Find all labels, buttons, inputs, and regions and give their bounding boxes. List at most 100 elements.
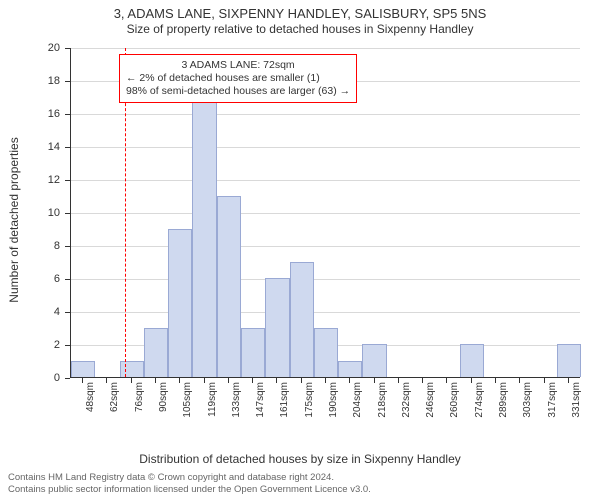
gridline-h: [71, 279, 580, 280]
y-tick-label: 16: [30, 108, 60, 120]
x-tick-mark: [252, 378, 253, 383]
footer-line-2: Contains public sector information licen…: [8, 484, 371, 496]
x-tick-label: 105sqm: [182, 382, 193, 418]
x-tick-mark: [568, 378, 569, 383]
y-tick-mark: [65, 147, 70, 148]
x-tick-label: 48sqm: [85, 382, 96, 412]
y-tick-mark: [65, 279, 70, 280]
annotation-line: ← 2% of detached houses are smaller (1): [126, 72, 350, 85]
y-tick-mark: [65, 114, 70, 115]
y-tick-label: 18: [30, 75, 60, 87]
y-tick-mark: [65, 48, 70, 49]
x-tick-mark: [82, 378, 83, 383]
y-tick-label: 20: [30, 42, 60, 54]
gridline-h: [71, 246, 580, 247]
histogram-bar: [314, 328, 338, 378]
x-tick-mark: [106, 378, 107, 383]
histogram-bar: [217, 196, 241, 378]
histogram-bar: [168, 229, 192, 378]
x-tick-label: 303sqm: [522, 382, 533, 418]
y-tick-label: 12: [30, 174, 60, 186]
histogram-bar: [265, 278, 289, 377]
y-axis-label: Number of detached properties: [7, 55, 21, 385]
x-tick-label: 133sqm: [231, 382, 242, 418]
y-tick-label: 2: [30, 339, 60, 351]
gridline-h: [71, 180, 580, 181]
chart-container: 3, ADAMS LANE, SIXPENNY HANDLEY, SALISBU…: [0, 0, 600, 500]
y-tick-mark: [65, 213, 70, 214]
x-tick-label: 62sqm: [109, 382, 120, 412]
histogram-bar: [71, 361, 95, 378]
y-tick-mark: [65, 81, 70, 82]
x-tick-mark: [349, 378, 350, 383]
x-tick-label: 218sqm: [377, 382, 388, 418]
histogram-bar: [144, 328, 168, 378]
x-tick-mark: [422, 378, 423, 383]
x-tick-label: 331sqm: [571, 382, 582, 418]
y-tick-mark: [65, 312, 70, 313]
annotation-line: 98% of semi-detached houses are larger (…: [126, 85, 350, 98]
footer-attribution: Contains HM Land Registry data © Crown c…: [8, 472, 371, 496]
y-tick-label: 8: [30, 240, 60, 252]
x-tick-mark: [471, 378, 472, 383]
y-tick-mark: [65, 345, 70, 346]
x-tick-label: 76sqm: [134, 382, 145, 412]
x-tick-mark: [374, 378, 375, 383]
x-axis-label: Distribution of detached houses by size …: [0, 452, 600, 466]
x-tick-label: 175sqm: [304, 382, 315, 418]
y-tick-label: 0: [30, 372, 60, 384]
gridline-h: [71, 114, 580, 115]
x-tick-label: 147sqm: [255, 382, 266, 418]
x-tick-mark: [495, 378, 496, 383]
x-tick-label: 204sqm: [352, 382, 363, 418]
histogram-bar: [241, 328, 265, 378]
x-tick-mark: [544, 378, 545, 383]
x-tick-label: 260sqm: [449, 382, 460, 418]
y-tick-mark: [65, 378, 70, 379]
gridline-h: [71, 213, 580, 214]
footer-line-1: Contains HM Land Registry data © Crown c…: [8, 472, 371, 484]
x-tick-mark: [204, 378, 205, 383]
x-tick-mark: [155, 378, 156, 383]
y-tick-label: 14: [30, 141, 60, 153]
histogram-bar: [338, 361, 362, 378]
x-tick-mark: [301, 378, 302, 383]
y-tick-mark: [65, 246, 70, 247]
y-tick-label: 4: [30, 306, 60, 318]
y-tick-mark: [65, 180, 70, 181]
x-tick-label: 246sqm: [425, 382, 436, 418]
gridline-h: [71, 48, 580, 49]
gridline-h: [71, 312, 580, 313]
plot-area: 3 ADAMS LANE: 72sqm← 2% of detached hous…: [70, 48, 580, 378]
x-tick-mark: [519, 378, 520, 383]
x-tick-label: 119sqm: [207, 382, 218, 417]
gridline-h: [71, 147, 580, 148]
x-tick-label: 190sqm: [328, 382, 339, 418]
x-tick-mark: [276, 378, 277, 383]
annotation-line: 3 ADAMS LANE: 72sqm: [126, 59, 350, 72]
annotation-box: 3 ADAMS LANE: 72sqm← 2% of detached hous…: [119, 54, 357, 103]
x-tick-mark: [325, 378, 326, 383]
x-tick-label: 90sqm: [158, 382, 169, 412]
x-tick-label: 232sqm: [401, 382, 412, 418]
x-tick-mark: [398, 378, 399, 383]
title-block: 3, ADAMS LANE, SIXPENNY HANDLEY, SALISBU…: [0, 6, 600, 37]
histogram-bar: [290, 262, 314, 378]
y-tick-label: 6: [30, 273, 60, 285]
subtitle: Size of property relative to detached ho…: [0, 22, 600, 37]
x-tick-mark: [228, 378, 229, 383]
histogram-bar: [362, 344, 386, 377]
x-tick-mark: [179, 378, 180, 383]
histogram-bar: [460, 344, 484, 377]
x-tick-label: 274sqm: [474, 382, 485, 418]
x-tick-label: 161sqm: [279, 382, 290, 418]
x-tick-mark: [446, 378, 447, 383]
histogram-bar: [557, 344, 581, 377]
x-tick-label: 289sqm: [498, 382, 509, 418]
histogram-bar: [192, 80, 216, 377]
x-tick-zone: 48sqm 62sqm 76sqm 90sqm 105sqm 119sqm 133sqm 14…: [70, 378, 580, 438]
supertitle: 3, ADAMS LANE, SIXPENNY HANDLEY, SALISBU…: [0, 6, 600, 22]
x-tick-mark: [131, 378, 132, 383]
y-tick-label: 10: [30, 207, 60, 219]
x-tick-label: 317sqm: [547, 382, 558, 418]
